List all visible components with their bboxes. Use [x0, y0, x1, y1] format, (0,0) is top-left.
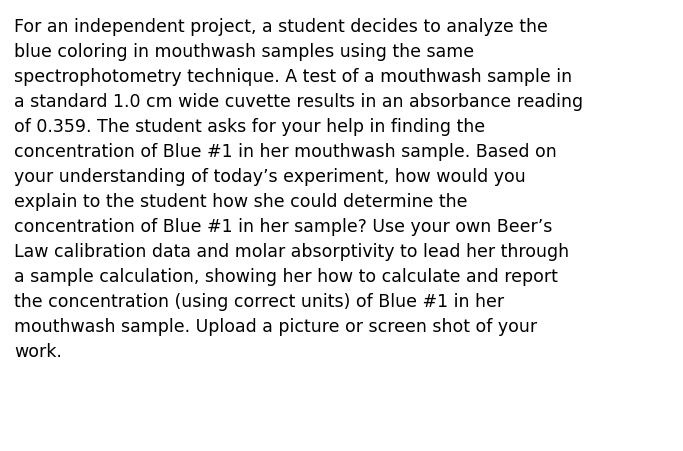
Text: For an independent project, a student decides to analyze the
blue coloring in mo: For an independent project, a student de…: [14, 18, 583, 361]
